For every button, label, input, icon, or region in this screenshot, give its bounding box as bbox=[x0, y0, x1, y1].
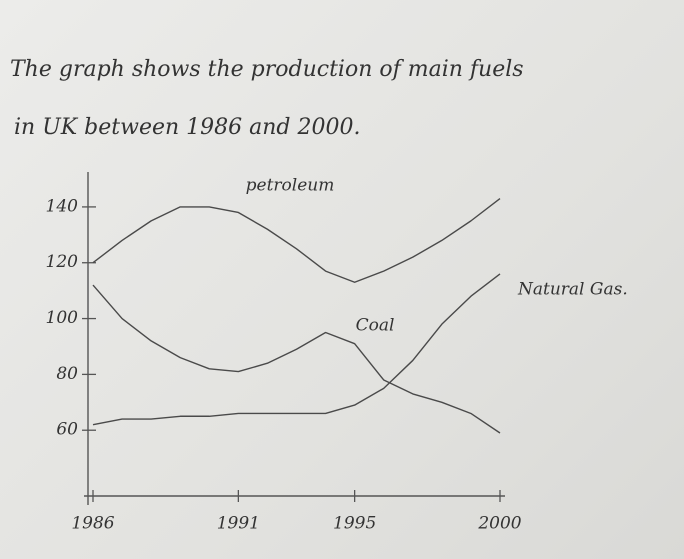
x-tick-label: 1986 bbox=[71, 514, 114, 534]
chart-subtitle: in UK between 1986 and 2000. bbox=[14, 115, 360, 140]
series-label: Natural Gas. bbox=[517, 280, 628, 300]
x-tick-label: 1991 bbox=[217, 514, 260, 534]
y-tick-label: 80 bbox=[56, 364, 78, 384]
chart-title: The graph shows the production of main f… bbox=[10, 57, 524, 82]
series-label: Coal bbox=[356, 316, 395, 336]
series-line bbox=[92, 273, 501, 426]
x-tick-label: 1995 bbox=[333, 514, 376, 534]
y-tick-label: 60 bbox=[56, 420, 78, 440]
series-line bbox=[92, 197, 501, 283]
series-label: petroleum bbox=[246, 176, 335, 196]
series-line bbox=[92, 284, 501, 434]
x-tick-label: 2000 bbox=[477, 514, 521, 534]
y-tick-label: 120 bbox=[46, 252, 79, 272]
y-tick-label: 100 bbox=[46, 308, 79, 328]
y-tick-label: 140 bbox=[46, 196, 79, 216]
